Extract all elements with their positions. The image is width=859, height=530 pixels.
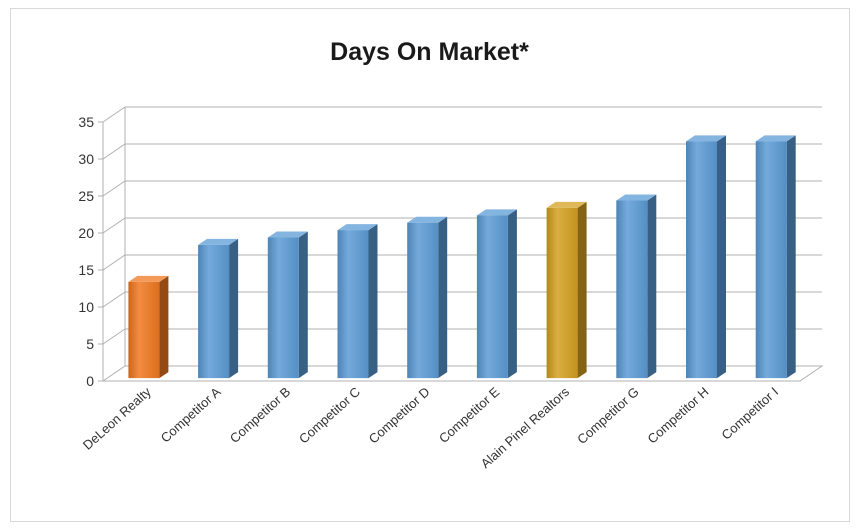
bar-side-face <box>438 216 448 379</box>
bar-side-face <box>368 224 378 379</box>
bar-side-face <box>159 275 169 379</box>
bar-top-face <box>337 224 378 231</box>
x-category-label: Competitor G <box>574 384 641 447</box>
y-tick-label: 15 <box>78 262 94 278</box>
bar-3 <box>337 224 378 379</box>
bar-front-face <box>198 244 230 379</box>
bar-0 <box>128 275 169 379</box>
y-tick-label: 35 <box>78 114 94 130</box>
bar-2 <box>267 231 308 379</box>
bar-front-face <box>616 200 648 379</box>
x-category-label: Competitor C <box>296 384 363 446</box>
y-tick-label: 0 <box>86 373 94 389</box>
bar-6 <box>546 201 587 379</box>
bar-top-face <box>407 216 448 223</box>
gridline <box>102 180 822 197</box>
bar-front-face <box>686 141 717 379</box>
bar-side-face <box>717 135 726 379</box>
bar-front-face <box>407 222 439 379</box>
bar-4 <box>407 216 448 379</box>
bar-side-face <box>298 231 308 379</box>
bar-front-face <box>128 281 160 379</box>
bar-top-face <box>128 275 169 282</box>
bar-9 <box>755 135 796 379</box>
gridline <box>102 143 822 160</box>
gridline <box>102 291 822 308</box>
chart-title: Days On Market* <box>330 38 529 66</box>
y-tick-label: 5 <box>86 336 94 352</box>
bar-top-face <box>546 201 587 208</box>
gridline <box>102 217 822 234</box>
bar-front-face <box>337 230 369 379</box>
x-category-label: Competitor I <box>718 384 781 443</box>
y-tick-label: 25 <box>78 188 94 204</box>
bar-1 <box>198 238 239 379</box>
x-category-label: Competitor A <box>158 384 224 446</box>
y-tick-label: 20 <box>78 225 94 241</box>
x-category-label: Competitor D <box>366 384 433 446</box>
bar-5 <box>476 209 517 379</box>
bar-side-face <box>647 194 657 379</box>
y-tick-label: 10 <box>78 299 94 315</box>
bar-7 <box>616 194 657 379</box>
bar-side-face <box>507 209 517 379</box>
x-category-label: Competitor B <box>227 384 293 446</box>
bar-side-face <box>229 238 239 379</box>
bar-top-face <box>755 135 796 142</box>
bar-front-face <box>267 237 299 379</box>
bar-side-face <box>786 135 796 379</box>
bar-side-face <box>577 201 587 379</box>
x-category-label: DeLeon Realty <box>80 384 154 453</box>
bar-top-face <box>686 135 726 142</box>
bar-front-face <box>755 141 787 379</box>
bar-front-face <box>476 215 508 379</box>
gridline <box>102 254 822 271</box>
bar-8 <box>686 135 726 379</box>
y-tick-label: 30 <box>78 151 94 167</box>
x-category-label: Competitor H <box>645 384 712 446</box>
gridline <box>102 328 822 345</box>
bar-top-face <box>198 238 239 245</box>
floor-outline <box>102 365 824 382</box>
x-category-label: Competitor E <box>436 384 503 446</box>
bar-top-face <box>267 231 308 238</box>
gridline <box>102 106 822 123</box>
bar-top-face <box>616 194 657 201</box>
bar-front-face <box>546 207 578 379</box>
bar-top-face <box>476 209 517 216</box>
